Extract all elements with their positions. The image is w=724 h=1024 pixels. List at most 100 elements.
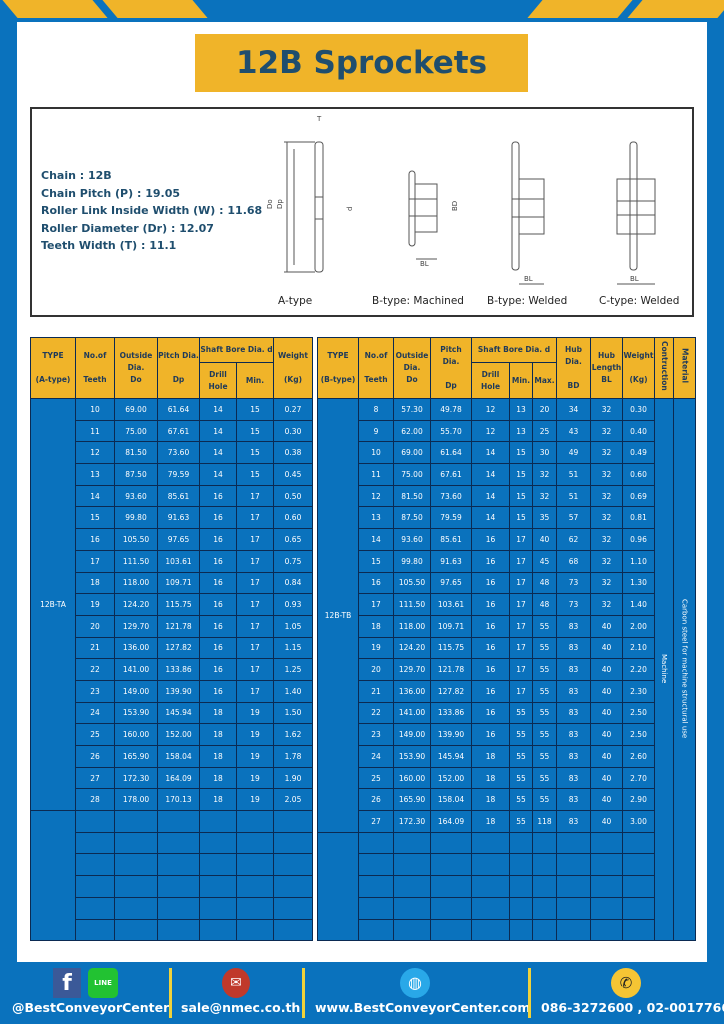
cell: 22 <box>358 701 394 725</box>
empty-row <box>317 831 696 942</box>
cell <box>358 875 394 898</box>
cell <box>430 875 472 898</box>
cell: 13 <box>358 506 394 530</box>
cell: 87.50 <box>393 506 431 530</box>
cell <box>393 875 431 898</box>
header-shaft-bore: Shaft Bore Dia. d <box>199 337 274 363</box>
cell: 55 <box>532 766 557 790</box>
cell: 68 <box>556 549 591 573</box>
cell: 172.30 <box>114 766 158 790</box>
cell: 0.96 <box>622 528 655 551</box>
cell: 25 <box>358 766 394 790</box>
spec-pitch: Chain Pitch (P) : 19.05 <box>41 186 180 200</box>
facebook-icon[interactable]: f <box>53 968 81 998</box>
empty-row <box>318 918 696 942</box>
cell: 17 <box>236 679 274 703</box>
cell: 14 <box>75 484 115 508</box>
cell: 17 <box>236 614 274 638</box>
cell: 1.25 <box>273 658 313 681</box>
cell: 115.75 <box>430 636 472 660</box>
cell: 14 <box>199 419 237 443</box>
cell: 61.64 <box>430 441 472 465</box>
cell: 165.90 <box>393 788 431 812</box>
cell: 32 <box>590 528 623 551</box>
cell <box>430 831 472 855</box>
cell: 139.90 <box>157 679 200 703</box>
cell <box>471 918 510 942</box>
cell: 0.45 <box>273 463 313 486</box>
material-cell-text: Carbon steel for machine structural use <box>680 598 689 739</box>
cell <box>471 896 510 920</box>
cell: 16 <box>199 636 237 660</box>
cell: 32 <box>590 441 623 465</box>
cell: 26 <box>75 745 115 768</box>
social-handle[interactable]: @BestConveyorCenter <box>12 1000 170 1015</box>
cell: 0.69 <box>622 484 655 508</box>
cell <box>509 875 533 898</box>
cell: 136.00 <box>114 636 158 660</box>
email-icon[interactable]: ✉ <box>222 968 250 998</box>
website-link[interactable]: www.BestConveyorCenter.com <box>315 1000 531 1015</box>
header-min: Min. <box>509 362 533 399</box>
empty-row <box>31 896 313 920</box>
email-link[interactable]: sale@nmec.co.th <box>181 1000 301 1015</box>
cell: 152.00 <box>430 766 472 790</box>
stripe <box>527 0 633 18</box>
cell: 15 <box>236 441 274 465</box>
cell: 14 <box>471 463 510 486</box>
cell: 23 <box>358 723 394 746</box>
cell <box>358 831 394 855</box>
phone-numbers[interactable]: 086-3272600 , 02-0017766 <box>541 1000 724 1015</box>
cell: 15 <box>509 506 533 530</box>
cell <box>157 810 200 833</box>
cell: 158.04 <box>157 745 200 768</box>
table-row: 12 81.50 73.60 14 15 0.38 <box>31 441 313 465</box>
cell: 93.60 <box>114 484 158 508</box>
cell: 1.78 <box>273 745 313 768</box>
line-icon[interactable]: LINE <box>88 968 118 998</box>
cell: 91.63 <box>430 549 472 573</box>
cell: 81.50 <box>114 441 158 465</box>
cell: 17 <box>509 571 533 595</box>
empty-row <box>31 831 313 855</box>
cell: 27 <box>358 810 394 833</box>
table-row: 24 153.90 145.94 18 55 55 83 40 2.60 <box>318 745 696 768</box>
cell: 0.30 <box>273 419 313 443</box>
cell: 83 <box>556 636 591 660</box>
table-row: 27 172.30 164.09 18 55 118 83 40 3.00 <box>318 810 696 833</box>
table-row: 12 81.50 73.60 14 15 32 51 32 0.69 <box>318 484 696 508</box>
cell: 32 <box>590 549 623 573</box>
cell: 16 <box>471 658 510 681</box>
cell: 35 <box>532 506 557 530</box>
cell: 1.62 <box>273 723 313 746</box>
cell: 16 <box>471 549 510 573</box>
cell: 14 <box>471 441 510 465</box>
cell <box>273 810 313 833</box>
cell <box>199 831 237 855</box>
cell: 0.40 <box>622 419 655 443</box>
page-title: 12B Sprockets <box>195 34 528 92</box>
cell: 51 <box>556 463 591 486</box>
cell: 16 <box>471 614 510 638</box>
phone-icon[interactable]: ✆ <box>611 968 641 998</box>
cell <box>430 918 472 942</box>
c-welded-drawing <box>616 141 656 285</box>
cell: 32 <box>590 484 623 508</box>
cell <box>532 831 557 855</box>
cell <box>199 810 237 833</box>
table-row: 28 178.00 170.13 18 19 2.05 <box>31 788 313 812</box>
cell: 14 <box>199 441 237 465</box>
cell: 152.00 <box>157 723 200 746</box>
globe-icon[interactable]: ◍ <box>400 968 430 998</box>
header-min: Min. <box>236 362 274 399</box>
table-row: 17 111.50 103.61 16 17 48 73 32 1.40 <box>318 593 696 616</box>
cell: 32 <box>590 506 623 530</box>
cell: 16 <box>199 679 237 703</box>
footer: f LINE ✉ ◍ ✆ <box>0 962 724 1024</box>
cell: 48 <box>532 571 557 595</box>
cell: 55 <box>532 723 557 746</box>
table-row: 26 165.90 158.04 18 19 1.78 <box>31 745 313 768</box>
cell: 12 <box>471 419 510 443</box>
cell: 170.13 <box>157 788 200 812</box>
cell: 133.86 <box>430 701 472 725</box>
